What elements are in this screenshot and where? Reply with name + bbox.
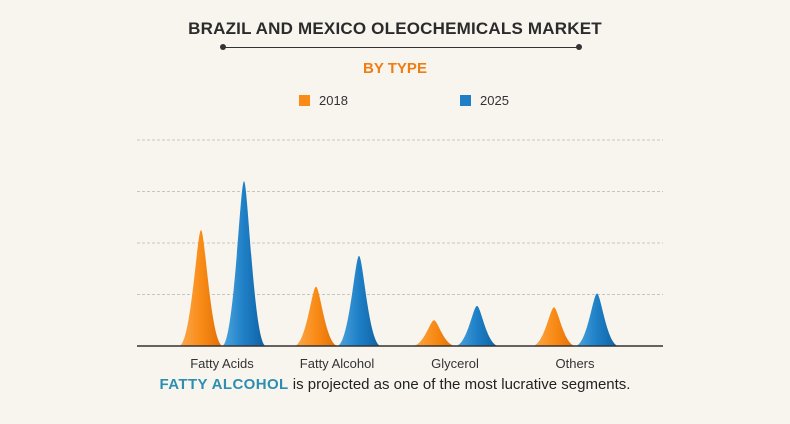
peak-2018-others <box>532 307 576 346</box>
footer-text: is projected as one of the most lucrativ… <box>288 376 631 393</box>
peak-2018-fatty-alcohol <box>294 286 338 346</box>
title-divider <box>220 44 582 50</box>
legend-label-2025: 2025 <box>480 92 509 108</box>
peak-2025-fatty-alcohol <box>337 255 381 346</box>
chart-title: BRAZIL AND MEXICO OLEOCHEMICALS MARKET <box>188 19 602 38</box>
divider-dot-left <box>220 44 226 50</box>
peak-2025-fatty-acids <box>222 181 266 346</box>
peak-2025-others <box>575 293 619 346</box>
legend-item-2025: 2025 <box>460 92 509 108</box>
category-label-glycerol: Glycerol <box>431 356 479 371</box>
peak-2018-glycerol <box>412 320 456 346</box>
legend-item-2018: 2018 <box>299 92 348 108</box>
chart-subtitle: BY TYPE <box>363 60 427 77</box>
category-label-fatty-alcohol: Fatty Alcohol <box>300 356 375 371</box>
peak-2018-fatty-acids <box>179 230 223 346</box>
category-label-others: Others <box>555 356 595 371</box>
peak-2025-glycerol <box>455 305 499 346</box>
legend-swatch-2025 <box>460 94 471 106</box>
divider-dot-right <box>576 44 582 50</box>
footer-note: FATTY ALCOHOL is projected as one of the… <box>0 376 790 393</box>
legend-label-2018: 2018 <box>319 92 348 108</box>
footer-highlight: FATTY ALCOHOL <box>159 376 289 393</box>
legend-swatch-2018 <box>299 94 310 106</box>
category-label-fatty-acids: Fatty Acids <box>190 356 254 371</box>
